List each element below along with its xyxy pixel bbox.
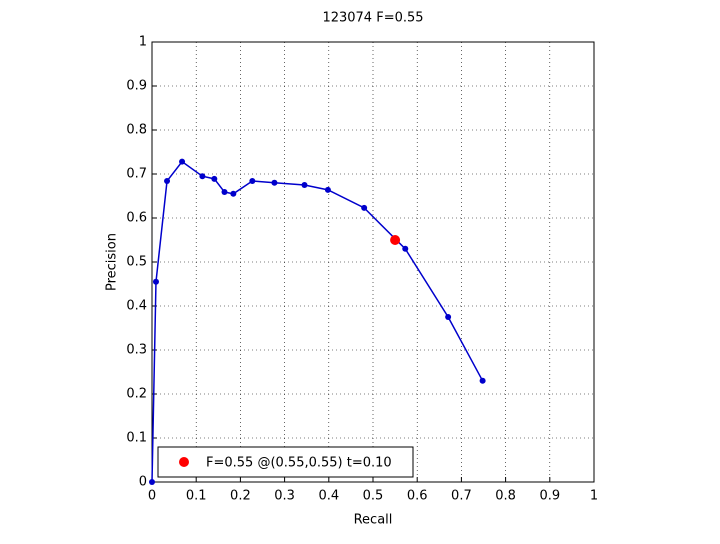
- y-tick-label: 0.7: [126, 167, 147, 182]
- point: [402, 245, 409, 252]
- point: [445, 314, 452, 320]
- x-tick-label: 1: [590, 489, 598, 504]
- point: [249, 178, 256, 185]
- highlight-point: [390, 235, 401, 245]
- x-tick-label: 0.2: [230, 489, 251, 504]
- x-tick-label: 0.8: [495, 489, 516, 504]
- axes-box: [151, 41, 595, 483]
- y-tick-label: 0.8: [126, 123, 147, 138]
- chart-title: 123074 F=0.55: [322, 11, 423, 26]
- point: [301, 182, 308, 188]
- point: [324, 186, 331, 193]
- x-tick-label: 0: [148, 489, 156, 504]
- point: [199, 173, 206, 180]
- point: [164, 178, 171, 185]
- x-tick-label: 0.9: [539, 489, 560, 504]
- y-tick-label: 0.9: [126, 79, 147, 94]
- y-tick-label: 0.2: [126, 387, 147, 402]
- y-tick-label: 0.1: [126, 431, 147, 446]
- point: [221, 189, 228, 196]
- y-tick-label: 0.3: [126, 343, 147, 358]
- point: [152, 278, 159, 285]
- point: [230, 190, 237, 197]
- x-tick-label: 0.3: [274, 489, 295, 504]
- legend-marker: [179, 457, 189, 467]
- x-tick-label: 0.6: [407, 489, 428, 504]
- series-line: [151, 160, 484, 483]
- x-tick-label: 0.5: [363, 489, 384, 504]
- y-tick-label: 0.6: [126, 211, 147, 226]
- y-tick-label: 0: [139, 475, 147, 490]
- x-tick-label: 0.1: [186, 489, 207, 504]
- point: [211, 175, 218, 182]
- point: [479, 377, 486, 384]
- y-tick-label: 0.4: [126, 299, 147, 314]
- point: [149, 479, 155, 485]
- point: [179, 158, 186, 165]
- legend-box: [157, 446, 414, 478]
- y-tick-label: 0.5: [126, 255, 147, 270]
- x-axis-label: Recall: [354, 513, 393, 528]
- y-axis-label: Precision: [105, 233, 120, 291]
- point: [271, 179, 278, 186]
- x-tick-label: 0.7: [451, 489, 472, 504]
- legend-label: F=0.55 @(0.55,0.55) t=0.10: [206, 456, 392, 471]
- y-tick-label: 1: [139, 35, 147, 50]
- point: [361, 204, 368, 211]
- x-tick-label: 0.4: [318, 489, 339, 504]
